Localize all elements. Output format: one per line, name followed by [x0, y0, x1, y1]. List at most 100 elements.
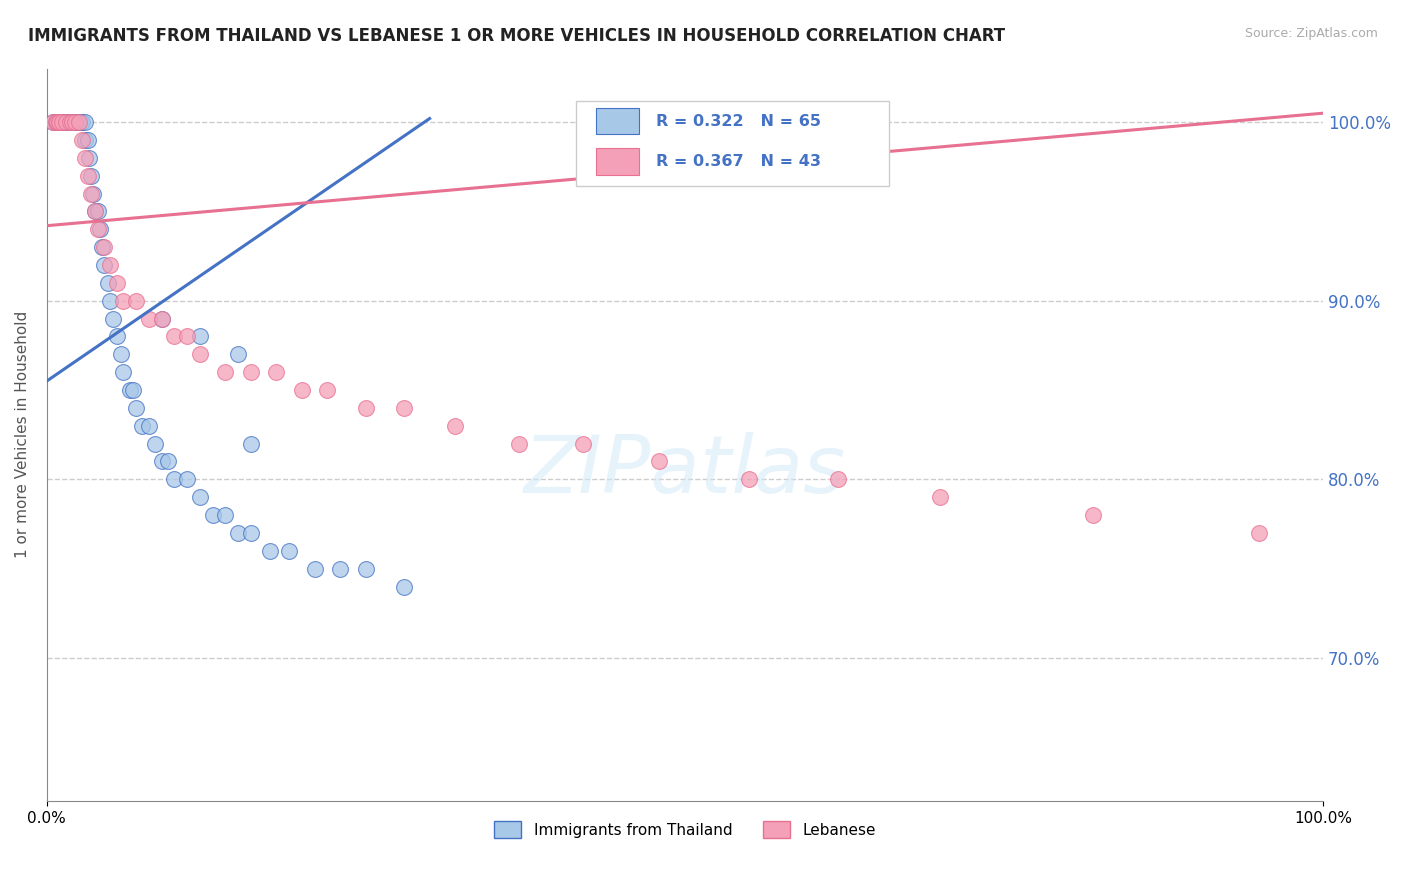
Point — [80, 169, 103, 183]
Text: Source: ZipAtlas.com: Source: ZipAtlas.com — [1244, 27, 1378, 40]
Point — [266, 365, 288, 379]
Point — [176, 472, 198, 486]
Point — [239, 525, 262, 540]
Point — [226, 525, 249, 540]
Point — [80, 186, 103, 201]
Point — [97, 276, 120, 290]
Point — [239, 436, 262, 450]
Point — [163, 472, 186, 486]
Point — [150, 454, 173, 468]
Point — [48, 115, 70, 129]
Point — [304, 562, 326, 576]
Point — [354, 562, 377, 576]
Point — [112, 365, 135, 379]
Point — [45, 115, 67, 129]
Point — [51, 115, 73, 129]
Point — [150, 311, 173, 326]
Point — [55, 115, 77, 129]
Point — [648, 454, 671, 468]
Point — [508, 436, 530, 450]
Point — [65, 115, 87, 129]
Point — [1249, 525, 1271, 540]
Point — [1083, 508, 1105, 522]
Point — [82, 186, 104, 201]
Point — [354, 401, 377, 415]
Point — [100, 293, 122, 308]
Point — [929, 490, 952, 504]
Point — [84, 204, 107, 219]
FancyBboxPatch shape — [596, 108, 638, 135]
Point — [188, 490, 211, 504]
Point — [118, 383, 141, 397]
Point — [45, 115, 67, 129]
Point — [125, 293, 148, 308]
Point — [112, 293, 135, 308]
Text: R = 0.367   N = 43: R = 0.367 N = 43 — [655, 154, 821, 169]
Point — [55, 115, 77, 129]
Point — [89, 222, 111, 236]
FancyBboxPatch shape — [596, 148, 638, 175]
Point — [571, 436, 593, 450]
Point — [392, 401, 415, 415]
Point — [52, 115, 75, 129]
Point — [87, 222, 110, 236]
Point — [392, 580, 415, 594]
Point — [76, 133, 98, 147]
Point — [150, 311, 173, 326]
Point — [125, 401, 148, 415]
Point — [58, 115, 80, 129]
Point — [201, 508, 224, 522]
FancyBboxPatch shape — [576, 102, 889, 186]
Point — [48, 115, 70, 129]
Point — [188, 329, 211, 343]
Point — [42, 115, 65, 129]
Point — [42, 115, 65, 129]
Point — [67, 115, 90, 129]
Point — [329, 562, 352, 576]
Point — [226, 347, 249, 361]
Point — [72, 133, 94, 147]
Point — [59, 115, 82, 129]
Point — [316, 383, 339, 397]
Point — [105, 276, 128, 290]
Point — [163, 329, 186, 343]
Point — [122, 383, 145, 397]
Point — [48, 115, 70, 129]
Point — [63, 115, 86, 129]
Point — [90, 240, 112, 254]
Point — [60, 115, 83, 129]
Point — [291, 383, 314, 397]
Point — [48, 115, 70, 129]
Legend: Immigrants from Thailand, Lebanese: Immigrants from Thailand, Lebanese — [488, 814, 882, 845]
Point — [45, 115, 67, 129]
Point — [138, 418, 160, 433]
Point — [214, 365, 236, 379]
Point — [51, 115, 73, 129]
Text: ZIPatlas: ZIPatlas — [524, 433, 846, 510]
Point — [63, 115, 86, 129]
Point — [45, 115, 67, 129]
Point — [55, 115, 77, 129]
Point — [827, 472, 849, 486]
Text: R = 0.322   N = 65: R = 0.322 N = 65 — [655, 114, 821, 128]
Point — [188, 347, 211, 361]
Point — [56, 115, 79, 129]
Point — [93, 258, 115, 272]
Point — [138, 311, 160, 326]
Point — [60, 115, 83, 129]
Point — [70, 115, 93, 129]
Point — [66, 115, 89, 129]
Point — [239, 365, 262, 379]
Point — [72, 115, 94, 129]
Point — [131, 418, 153, 433]
Point — [214, 508, 236, 522]
Point — [444, 418, 467, 433]
Point — [93, 240, 115, 254]
Point — [143, 436, 166, 450]
Y-axis label: 1 or more Vehicles in Household: 1 or more Vehicles in Household — [15, 311, 30, 558]
Point — [738, 472, 761, 486]
Point — [73, 151, 96, 165]
Point — [59, 115, 82, 129]
Point — [176, 329, 198, 343]
Point — [60, 115, 83, 129]
